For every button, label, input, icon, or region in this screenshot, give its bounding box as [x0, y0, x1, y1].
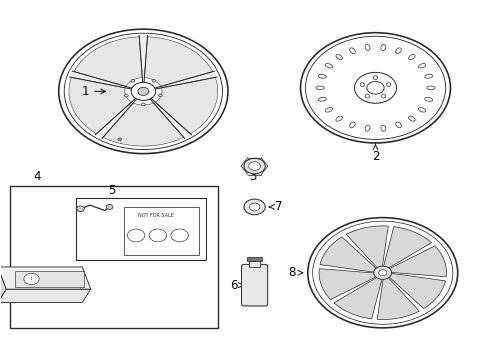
Polygon shape [319, 237, 376, 272]
Polygon shape [139, 35, 147, 83]
Ellipse shape [364, 44, 369, 50]
Polygon shape [69, 77, 131, 134]
Polygon shape [388, 273, 445, 309]
Circle shape [378, 270, 386, 276]
Text: 1: 1 [81, 85, 105, 98]
Polygon shape [70, 71, 133, 89]
Circle shape [243, 199, 265, 215]
Ellipse shape [408, 116, 414, 121]
Ellipse shape [418, 64, 425, 68]
Ellipse shape [424, 97, 432, 101]
Circle shape [312, 221, 452, 324]
Bar [10, 186, 218, 328]
Circle shape [118, 138, 121, 141]
Polygon shape [0, 289, 91, 302]
Ellipse shape [380, 125, 385, 131]
Ellipse shape [364, 94, 369, 98]
Circle shape [76, 206, 84, 212]
Circle shape [106, 205, 113, 210]
Circle shape [137, 87, 149, 95]
Polygon shape [74, 37, 142, 86]
Circle shape [124, 94, 128, 97]
Text: NOT FOR SALE: NOT FOR SALE [137, 213, 173, 218]
Circle shape [24, 273, 39, 285]
Circle shape [249, 203, 259, 211]
Polygon shape [0, 267, 6, 302]
Polygon shape [0, 267, 91, 289]
Text: 6: 6 [230, 279, 243, 292]
Circle shape [243, 158, 265, 174]
Polygon shape [153, 71, 216, 89]
Circle shape [64, 34, 222, 149]
Ellipse shape [426, 86, 434, 90]
Ellipse shape [349, 122, 354, 128]
Ellipse shape [418, 108, 425, 112]
Ellipse shape [360, 83, 363, 87]
Text: 4: 4 [33, 170, 41, 183]
Circle shape [305, 36, 444, 139]
Ellipse shape [373, 76, 377, 80]
Polygon shape [333, 277, 381, 319]
Ellipse shape [395, 48, 400, 54]
Polygon shape [346, 226, 388, 268]
Polygon shape [383, 227, 431, 268]
Polygon shape [155, 77, 217, 134]
Circle shape [158, 94, 162, 97]
Ellipse shape [318, 97, 326, 101]
Polygon shape [388, 246, 446, 277]
Ellipse shape [324, 64, 332, 68]
Text: i: i [30, 276, 32, 281]
Polygon shape [149, 98, 191, 139]
Polygon shape [95, 98, 137, 139]
Circle shape [366, 81, 383, 94]
Polygon shape [103, 103, 183, 146]
Ellipse shape [315, 86, 323, 90]
Polygon shape [377, 277, 419, 320]
Ellipse shape [349, 48, 354, 54]
Polygon shape [144, 37, 212, 86]
Text: 3: 3 [249, 167, 257, 183]
Ellipse shape [380, 44, 385, 50]
Circle shape [131, 82, 155, 100]
Polygon shape [318, 269, 376, 300]
Circle shape [354, 72, 395, 103]
Bar [247, 257, 261, 261]
Ellipse shape [386, 83, 390, 87]
Text: 2: 2 [371, 144, 378, 163]
Text: 8: 8 [288, 266, 302, 279]
Circle shape [141, 103, 145, 106]
Ellipse shape [408, 54, 414, 60]
Bar [124, 207, 198, 255]
Ellipse shape [318, 74, 326, 78]
Circle shape [151, 80, 155, 82]
Ellipse shape [324, 108, 332, 112]
Ellipse shape [364, 125, 369, 131]
FancyBboxPatch shape [241, 265, 267, 306]
Ellipse shape [335, 116, 342, 121]
Text: 5: 5 [108, 185, 115, 197]
Ellipse shape [424, 74, 432, 78]
Ellipse shape [335, 54, 342, 60]
Bar [76, 198, 206, 260]
Circle shape [131, 80, 135, 82]
Circle shape [373, 266, 391, 279]
Bar [249, 261, 259, 267]
Ellipse shape [381, 94, 385, 98]
Bar [15, 271, 84, 287]
Ellipse shape [395, 122, 400, 128]
Text: 7: 7 [269, 200, 282, 213]
Circle shape [248, 162, 260, 170]
